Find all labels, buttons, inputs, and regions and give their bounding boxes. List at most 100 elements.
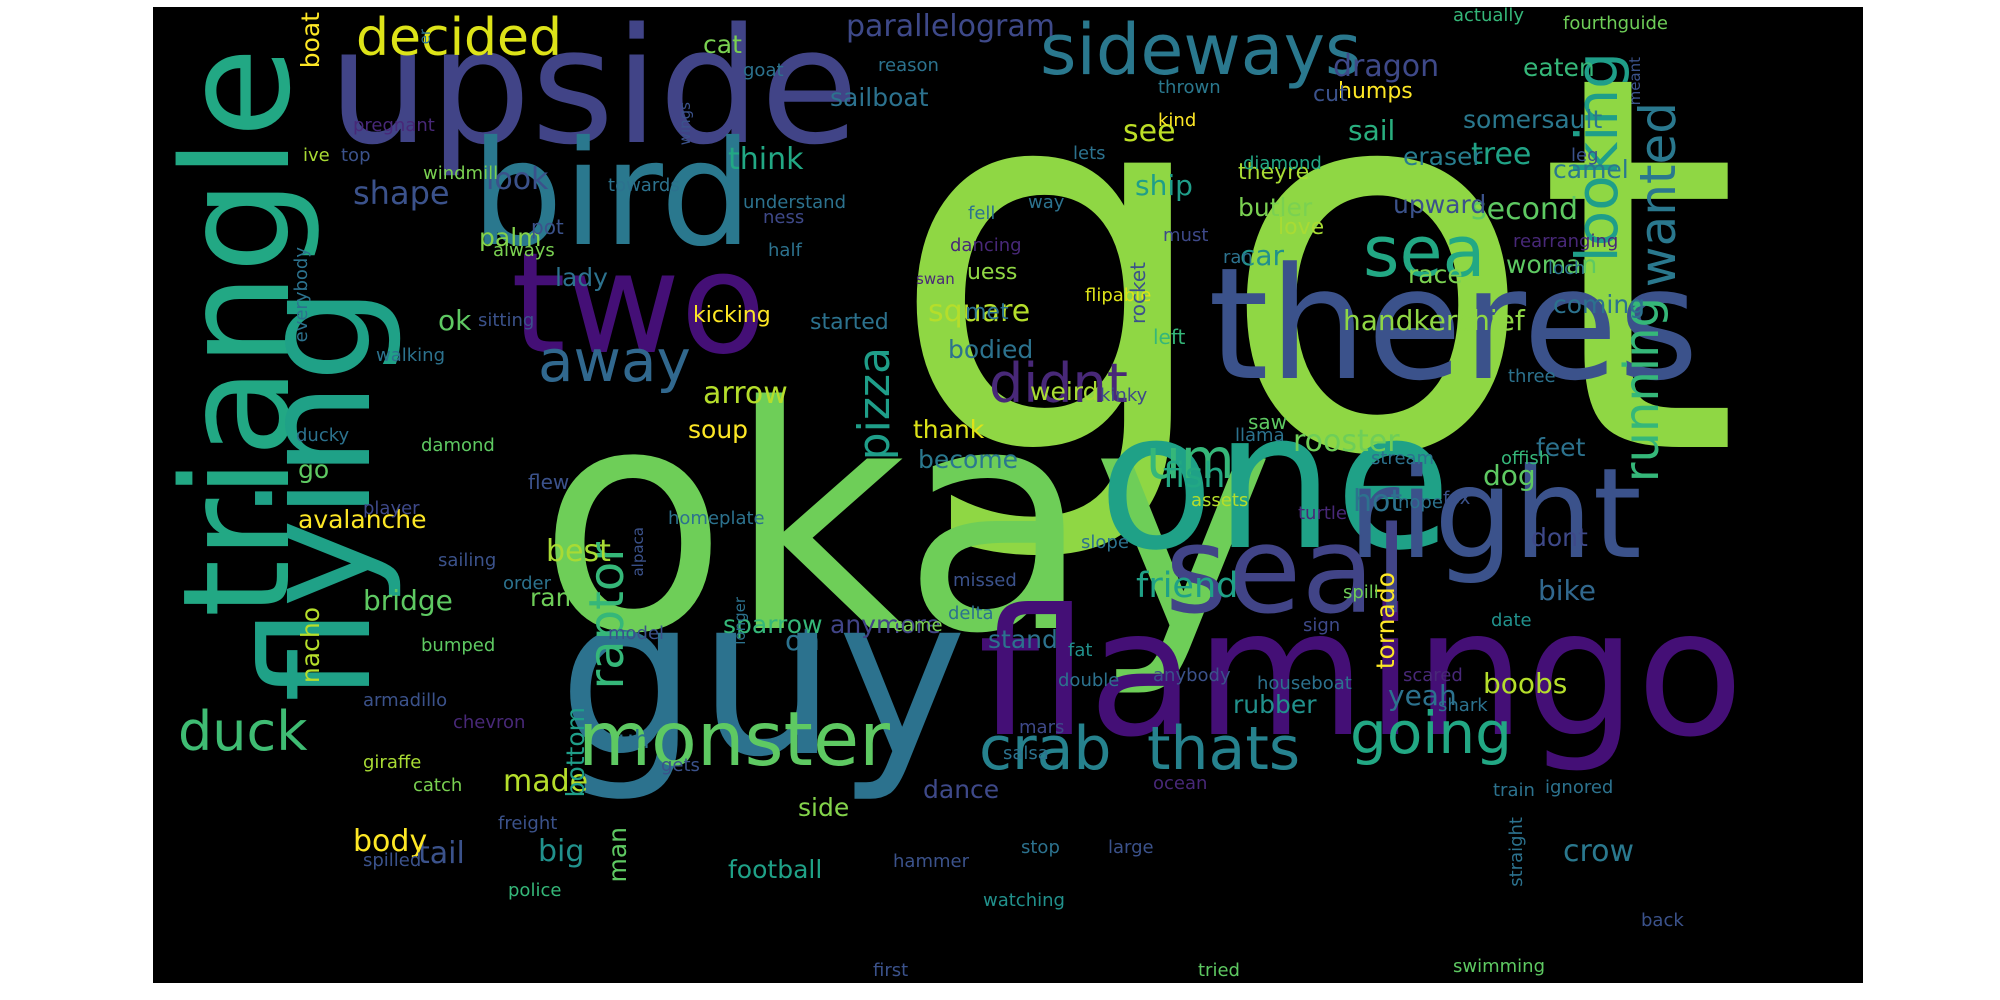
word-running: running <box>1614 297 1670 483</box>
word-bodied: bodied <box>948 335 1034 364</box>
word-friend: friend <box>1136 566 1239 606</box>
word-mars: mars <box>1019 717 1065 738</box>
word-came: came <box>893 615 943 636</box>
word-walking: walking <box>376 345 446 366</box>
word-nacho: nacho <box>296 607 325 684</box>
word-pizza: pizza <box>849 347 900 461</box>
word-kicking: kicking <box>693 303 771 328</box>
word-side: side <box>798 793 850 822</box>
word-player: player <box>363 498 420 519</box>
word-ducky: ducky <box>296 425 350 446</box>
word-tree: tree <box>1471 137 1532 172</box>
word-uh: uh <box>618 725 650 754</box>
word-right: right <box>1348 442 1642 587</box>
word-sitting: sitting <box>478 310 535 331</box>
word-palm: palm <box>479 223 542 252</box>
word-armadillo: armadillo <box>363 690 448 711</box>
word-must: must <box>1163 225 1209 246</box>
word-loch: loch <box>1548 258 1586 279</box>
word-lets: lets <box>1073 143 1106 164</box>
word-actually: actually <box>1453 7 1525 26</box>
word-crow: crow <box>1563 834 1635 869</box>
word-assets: assets <box>1191 490 1249 511</box>
word-dance: dance <box>923 775 1000 804</box>
word-decided: decided <box>356 8 563 68</box>
word-model: model <box>608 623 665 644</box>
word-anybody: anybody <box>1153 665 1231 686</box>
word-sideways: sideways <box>1040 9 1362 91</box>
word-fourthguide: fourthguide <box>1563 13 1668 34</box>
word-flipable: flipable <box>1085 285 1152 306</box>
word-think: think <box>728 142 804 177</box>
word-love: love <box>1278 215 1325 240</box>
word-humps: humps <box>1338 79 1413 104</box>
word-bird: bird <box>471 110 753 279</box>
word-pot: pot <box>531 215 564 239</box>
word-meant: meant <box>1626 57 1644 106</box>
word-offish: offish <box>1501 448 1551 469</box>
word-big: big <box>538 834 585 869</box>
word-kind: kind <box>1158 110 1197 131</box>
word-scared: scared <box>1403 665 1463 686</box>
word-stop: stop <box>1021 837 1060 858</box>
word-spilled: spilled <box>363 850 422 871</box>
word-two: two <box>511 223 767 386</box>
word-monster: monster <box>578 695 890 783</box>
word-rocket: rocket <box>1126 262 1150 325</box>
word-hammer: hammer <box>893 851 969 872</box>
word-back: back <box>1641 910 1684 931</box>
word-large: large <box>1108 837 1154 858</box>
word-nope: nope <box>1398 492 1443 513</box>
word-fell: fell <box>968 203 996 224</box>
word-top: top <box>341 145 371 166</box>
word-reason: reason <box>878 55 939 76</box>
word-rooster: rooster <box>1293 424 1400 459</box>
word-ok: ok <box>438 304 472 337</box>
word-catch: catch <box>413 775 463 796</box>
word-half: half <box>768 240 802 261</box>
word-feet: feet <box>1536 433 1586 462</box>
word-bottom: bottom <box>561 707 590 798</box>
word-see: see <box>1123 114 1176 149</box>
word-shape: shape <box>353 174 450 212</box>
word-longer: longer <box>731 597 749 645</box>
word-thank: thank <box>913 415 985 444</box>
word-ness: ness <box>763 207 805 228</box>
word-flamingo: flamingo <box>978 573 1744 776</box>
word-hot: hot <box>1353 484 1403 519</box>
word-swimming: swimming <box>1453 956 1546 977</box>
word-upward: upward <box>1393 190 1487 219</box>
word-flew: flew <box>528 470 570 494</box>
word-way: way <box>1028 192 1065 213</box>
word-okay: okay <box>538 341 1276 702</box>
word-alpaca: alpaca <box>629 527 647 577</box>
word-eraser: eraser <box>1403 142 1483 171</box>
word-ive: ive <box>303 145 330 166</box>
word-ram: ram <box>530 583 580 612</box>
word-cat: cat <box>703 30 742 59</box>
word-become: become <box>918 445 1019 474</box>
word-date: date <box>1491 610 1532 631</box>
word-camel: camel <box>1553 155 1629 184</box>
word-started: started <box>810 310 889 335</box>
word-spill: spill <box>1343 582 1379 603</box>
word-theyre: theyre <box>1238 160 1310 185</box>
word-one: one <box>1098 371 1452 592</box>
word-oh: oh <box>785 624 820 657</box>
word-tail: tail <box>418 836 465 871</box>
word-crab: crab <box>979 714 1112 784</box>
word-damond: damond <box>421 435 495 456</box>
word-fox: fox <box>1443 488 1471 509</box>
word-coming: coming <box>1553 290 1646 319</box>
word-man: man <box>603 827 632 883</box>
word-cloud: got okay one guy flamingo upside theres bird two… <box>153 7 1863 983</box>
word-parallelogram: parallelogram <box>846 9 1055 44</box>
word-dont: dont <box>1531 523 1588 552</box>
word-look: look <box>486 162 549 197</box>
word-saw: saw <box>1248 410 1288 434</box>
word-gets: gets <box>661 755 700 776</box>
word-stream: stream <box>1371 448 1435 469</box>
word-upside: upside <box>328 7 859 180</box>
word-diamond: diamond <box>1243 153 1322 174</box>
word-sign: sign <box>1303 615 1341 636</box>
